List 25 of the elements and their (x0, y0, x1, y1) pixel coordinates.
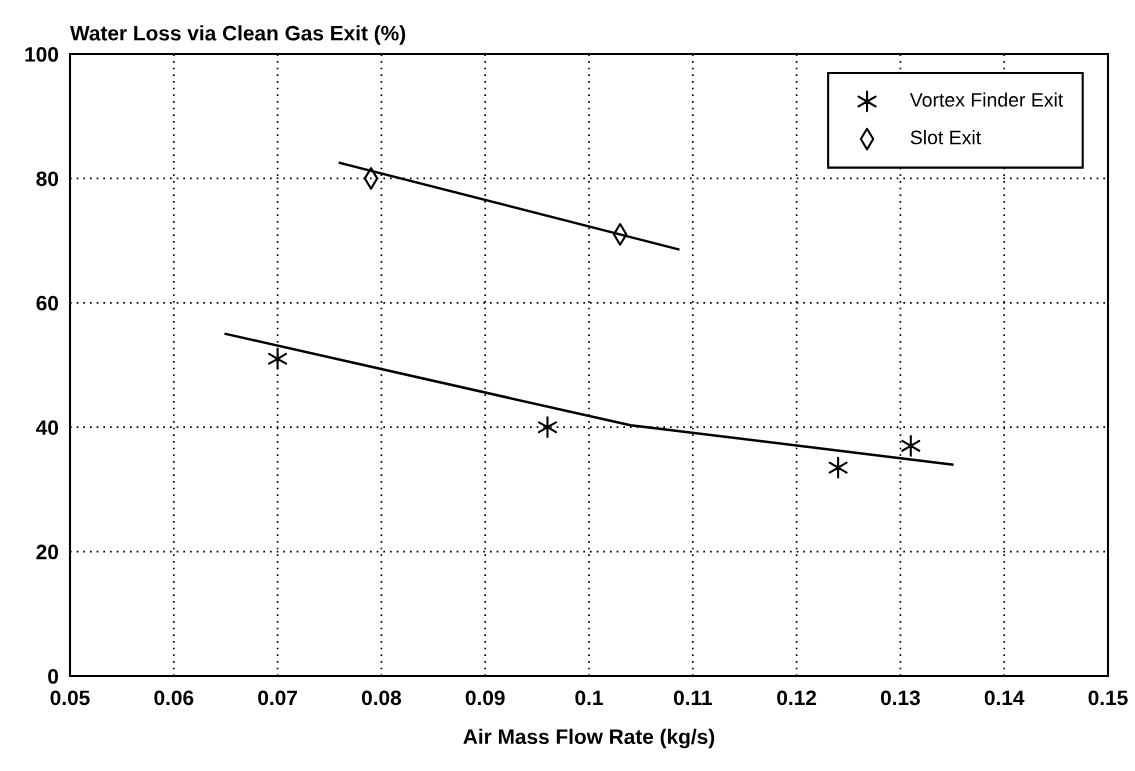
point (828, 456, 848, 479)
point (537, 416, 558, 439)
point (268, 347, 288, 370)
y-tick-label: 20 (36, 544, 59, 560)
y-tick-label: 0 (48, 669, 59, 684)
x-tick-label: 0.12 (777, 690, 817, 706)
point (901, 435, 921, 457)
x-tick-label: 0.1 (575, 690, 603, 706)
x-tick-label: 0.13 (880, 690, 920, 706)
legend-label: Vortex Finder Exit (909, 92, 1064, 107)
y-tick-label: 100 (25, 47, 59, 62)
y-tick-label: 60 (36, 295, 59, 311)
y-tick-label: 40 (36, 420, 59, 435)
x-tick-label: 0.07 (258, 690, 297, 706)
y-axis-title: Water Loss via Clean Gas Exit (%) (70, 25, 406, 45)
x-tick-label: 0.11 (673, 690, 712, 706)
legend-label: Slot Exit (910, 130, 981, 145)
x-tick-label: 0.05 (50, 690, 90, 706)
x-tick-label: 0.06 (154, 690, 194, 706)
y-tick-label: 80 (36, 171, 59, 187)
x-tick-label: 0.08 (361, 690, 402, 706)
x-tick-label: 0.15 (1088, 690, 1128, 706)
x-tick-label: 0.09 (465, 690, 505, 706)
x-tick-label: 0.14 (984, 690, 1025, 706)
x-axis-title: Air Mass Flow Rate (kg/s) (463, 728, 715, 749)
